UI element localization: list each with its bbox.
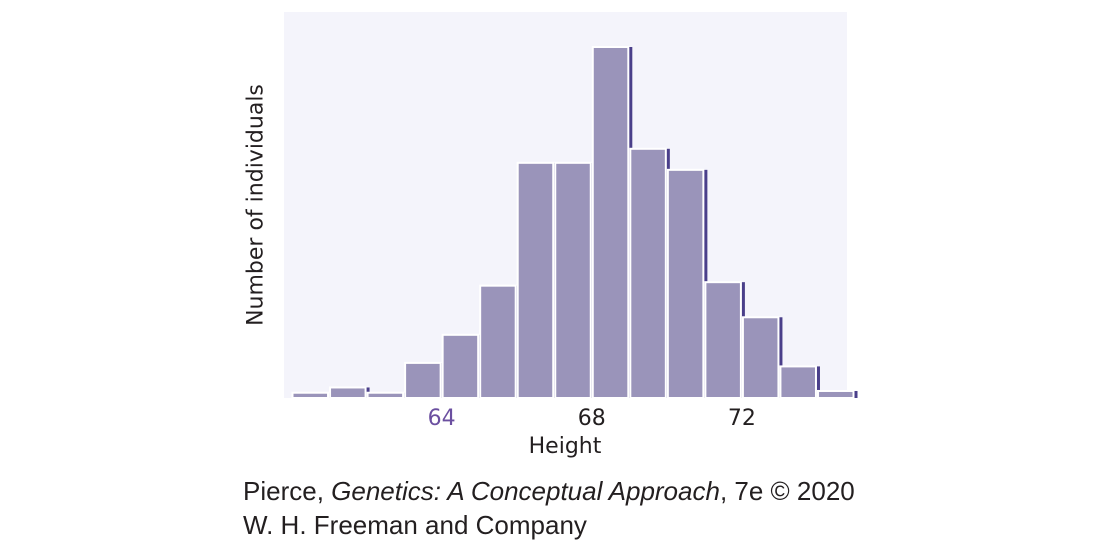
y-axis-label: Number of individuals — [243, 84, 269, 326]
histogram-bar — [554, 161, 595, 399]
bar-fill — [704, 281, 742, 400]
bar-fill — [554, 161, 592, 399]
histogram-bar — [329, 386, 370, 400]
histogram-bar — [591, 46, 633, 399]
bar-fill — [329, 386, 367, 400]
x-tick-label: 64 — [428, 406, 456, 431]
histogram-bar — [779, 365, 820, 400]
histogram-bar — [704, 281, 745, 400]
x-tick-label: 72 — [728, 406, 756, 431]
histogram-bar — [516, 161, 558, 399]
bar-fill — [441, 333, 480, 400]
histogram-bar — [441, 333, 483, 400]
histogram-bar — [404, 361, 445, 399]
x-axis-label: Height — [528, 434, 602, 459]
bar-fill — [629, 147, 667, 399]
histogram-bar — [479, 284, 520, 399]
histogram-bar — [741, 316, 783, 399]
credit-author: Pierce, — [243, 476, 332, 506]
histogram-bar — [366, 391, 408, 399]
credit-line-1: Pierce, Genetics: A Conceptual Approach,… — [243, 474, 855, 508]
bar-fill — [779, 365, 817, 400]
bar-fill — [741, 316, 780, 399]
histogram-bar — [291, 391, 333, 399]
bar-fill — [666, 168, 705, 399]
histogram-bar — [816, 389, 858, 400]
bar-fill — [404, 361, 442, 399]
credit-edition: , 7e © 2020 — [719, 476, 855, 506]
bar-fill — [591, 46, 630, 399]
x-tick-label: 68 — [578, 406, 606, 431]
bar-fill — [816, 389, 855, 400]
bar-fill — [479, 284, 517, 399]
bar-fill — [366, 391, 405, 399]
credit-book-title: Genetics: A Conceptual Approach — [331, 476, 720, 506]
histogram-bar — [629, 147, 670, 399]
figure-credit: Pierce, Genetics: A Conceptual Approach,… — [243, 474, 855, 542]
bar-fill — [516, 161, 555, 399]
histogram-bar — [666, 168, 708, 399]
credit-publisher: W. H. Freeman and Company — [243, 510, 587, 540]
bar-fill — [291, 391, 330, 399]
